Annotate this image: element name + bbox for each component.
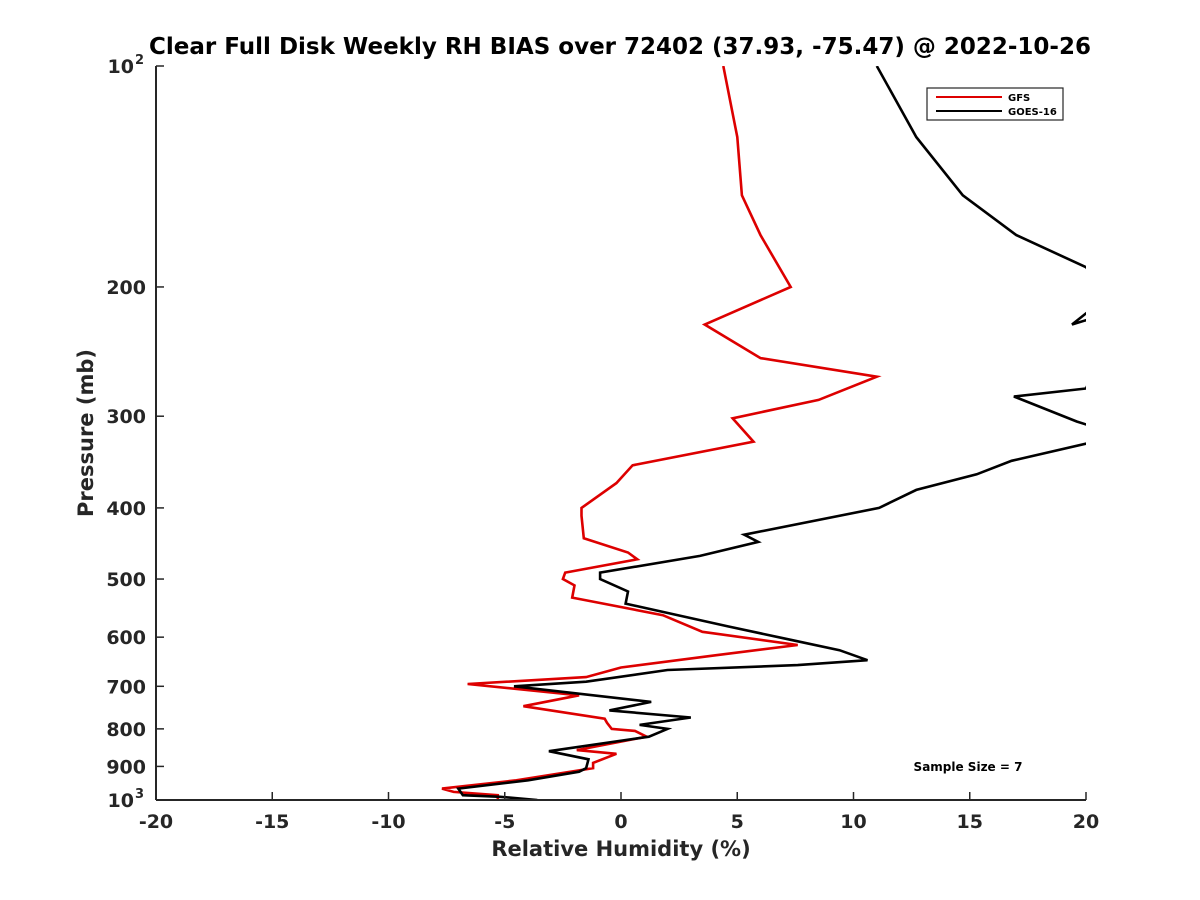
series-line-gfs xyxy=(441,66,882,800)
y-tick-label: 600 xyxy=(106,627,146,649)
x-tick-label: 20 xyxy=(1073,811,1099,833)
y-tick-label: 800 xyxy=(106,719,146,741)
legend-box xyxy=(926,87,1064,121)
x-tick-label: 10 xyxy=(840,811,866,833)
x-ticks: -20 -15 -10 -5 0 5 10 15 20 xyxy=(139,792,1099,833)
legend: GFS GOES-16 xyxy=(926,87,1064,121)
x-tick-label: -15 xyxy=(255,811,289,833)
chart-title: Clear Full Disk Weekly RH BIAS over 7240… xyxy=(149,34,1091,60)
x-tick-label: 15 xyxy=(957,811,983,833)
y-tick-label: 300 xyxy=(106,406,146,428)
x-tick-label: -20 xyxy=(139,811,173,833)
x-tick-label: -10 xyxy=(371,811,405,833)
y-tick-label: 10 xyxy=(108,56,134,78)
y-tick-exponent: 3 xyxy=(135,787,144,802)
sample-size-annotation: Sample Size = 7 xyxy=(914,760,1023,774)
x-tick-label: -5 xyxy=(494,811,515,833)
y-tick-label: 900 xyxy=(106,756,146,778)
x-tick-label: 5 xyxy=(731,811,744,833)
series-layer xyxy=(441,66,1086,800)
y-tick-label: 10 xyxy=(108,790,134,812)
x-axis-label: Relative Humidity (%) xyxy=(491,837,750,861)
y-tick-exponent: 2 xyxy=(135,53,144,68)
y-tick-label: 500 xyxy=(106,569,146,591)
y-axis-label: Pressure (mb) xyxy=(74,349,98,517)
y-tick-label: 400 xyxy=(106,498,146,520)
series-line-goes16 xyxy=(455,66,1086,800)
x-tick-label: 0 xyxy=(614,811,627,833)
y-tick-label: 200 xyxy=(106,277,146,299)
legend-label-gfs: GFS xyxy=(1008,93,1030,104)
y-tick-label: 700 xyxy=(106,676,146,698)
legend-label-goes16: GOES-16 xyxy=(1008,107,1057,118)
